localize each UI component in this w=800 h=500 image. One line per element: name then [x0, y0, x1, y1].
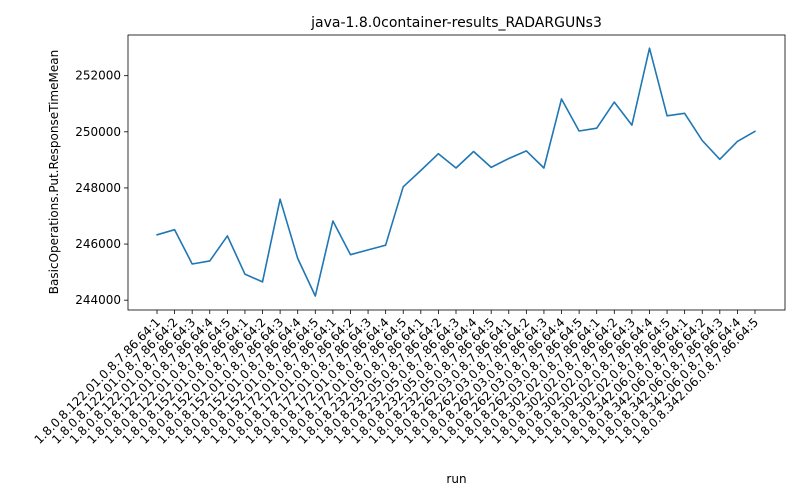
y-tick-label: 246000	[75, 237, 121, 251]
y-tick-label: 244000	[75, 293, 121, 307]
y-tick-label: 252000	[75, 69, 121, 83]
x-axis-title: run	[446, 472, 466, 486]
y-axis-title: BasicOperations.Put.ResponseTimeMean	[47, 50, 61, 294]
plot-frame	[127, 34, 786, 311]
y-tick-label: 250000	[75, 125, 121, 139]
plot-border	[127, 34, 786, 311]
series-layer	[156, 47, 756, 297]
x-axis: 1.8.0.8.122.01.0.8.7.86.64:11.8.0.8.122.…	[32, 310, 761, 447]
y-axis: 244000 246000 248000 250000 252000	[75, 69, 128, 307]
y-tick-label: 248000	[75, 181, 121, 195]
series-line	[156, 47, 756, 297]
chart-title: java-1.8.0container-results_RADARGUNs3	[310, 15, 602, 31]
